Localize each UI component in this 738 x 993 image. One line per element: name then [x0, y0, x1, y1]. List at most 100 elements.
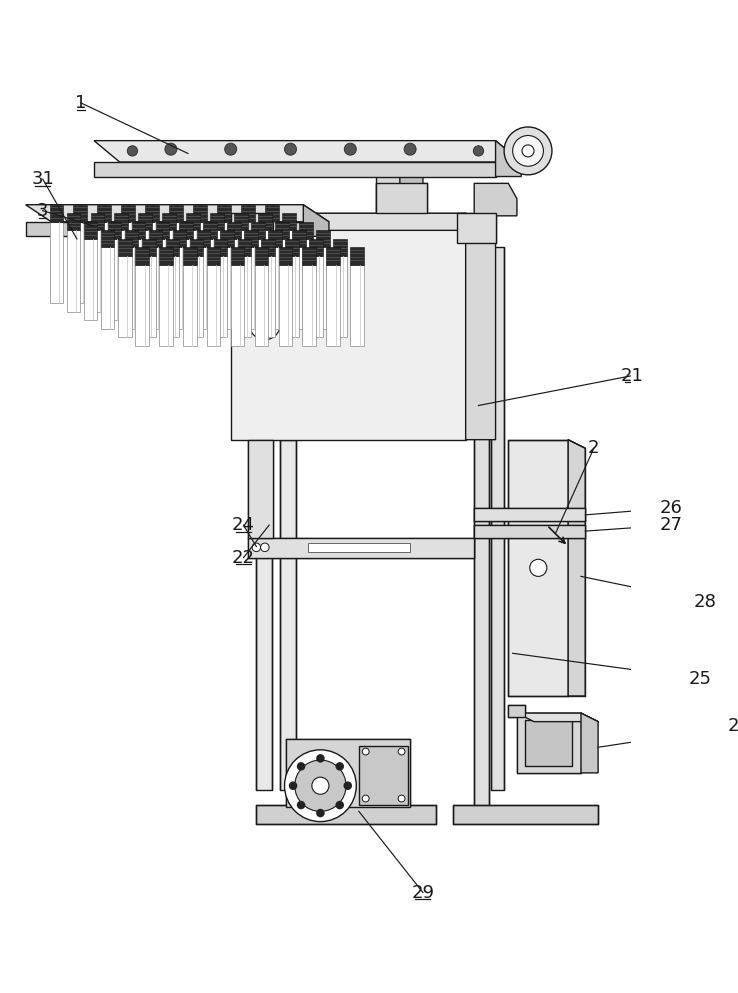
Polygon shape [475, 184, 517, 215]
Polygon shape [131, 239, 145, 320]
Text: 22: 22 [232, 548, 255, 567]
Circle shape [285, 750, 356, 821]
Text: 24: 24 [232, 516, 255, 534]
Polygon shape [227, 239, 241, 320]
Polygon shape [256, 805, 435, 824]
Polygon shape [179, 221, 193, 239]
Polygon shape [316, 247, 330, 329]
Text: 31: 31 [31, 170, 54, 188]
Circle shape [343, 781, 352, 790]
Polygon shape [49, 221, 63, 303]
Polygon shape [255, 247, 269, 264]
Polygon shape [400, 162, 423, 224]
Polygon shape [91, 230, 104, 312]
Polygon shape [258, 213, 272, 230]
Polygon shape [326, 264, 340, 346]
Polygon shape [581, 713, 598, 773]
Polygon shape [258, 230, 272, 312]
Polygon shape [210, 213, 224, 230]
Polygon shape [278, 247, 292, 264]
Polygon shape [114, 230, 128, 312]
Polygon shape [139, 230, 152, 312]
Polygon shape [376, 184, 427, 213]
Polygon shape [238, 256, 251, 338]
Polygon shape [97, 205, 111, 221]
Circle shape [345, 143, 356, 155]
Polygon shape [234, 213, 248, 230]
Circle shape [513, 135, 543, 166]
Polygon shape [74, 221, 87, 303]
Polygon shape [231, 213, 495, 230]
Polygon shape [265, 221, 278, 303]
Polygon shape [204, 221, 217, 239]
Polygon shape [183, 264, 196, 346]
Text: 27: 27 [659, 516, 682, 534]
Polygon shape [159, 247, 173, 264]
Polygon shape [251, 221, 265, 239]
Polygon shape [145, 221, 159, 303]
Circle shape [294, 760, 346, 811]
Polygon shape [121, 221, 135, 303]
Circle shape [336, 800, 344, 809]
Polygon shape [190, 239, 204, 256]
Polygon shape [303, 247, 316, 264]
Circle shape [530, 559, 547, 576]
Polygon shape [135, 247, 148, 264]
Polygon shape [114, 213, 128, 230]
Polygon shape [351, 264, 364, 346]
Polygon shape [196, 230, 210, 247]
Polygon shape [125, 230, 139, 247]
Polygon shape [231, 247, 244, 264]
Polygon shape [292, 247, 306, 329]
Polygon shape [135, 264, 148, 346]
Polygon shape [173, 247, 186, 329]
Polygon shape [292, 230, 306, 247]
Polygon shape [475, 508, 585, 521]
Circle shape [316, 754, 325, 763]
Circle shape [283, 232, 297, 245]
Polygon shape [156, 221, 169, 239]
Polygon shape [148, 247, 162, 329]
Circle shape [285, 143, 297, 155]
Circle shape [252, 543, 261, 551]
Polygon shape [269, 230, 282, 247]
Polygon shape [351, 247, 364, 264]
Polygon shape [275, 239, 289, 320]
Polygon shape [286, 239, 299, 256]
Polygon shape [139, 213, 152, 230]
Polygon shape [159, 264, 173, 346]
Polygon shape [261, 239, 275, 256]
Polygon shape [568, 440, 585, 696]
Polygon shape [241, 205, 255, 221]
Polygon shape [221, 230, 234, 247]
Polygon shape [183, 247, 196, 264]
Polygon shape [118, 239, 131, 256]
Polygon shape [248, 538, 475, 558]
Polygon shape [145, 205, 159, 221]
Polygon shape [244, 230, 258, 247]
Text: 26: 26 [659, 499, 682, 517]
Polygon shape [334, 239, 347, 256]
Text: 1: 1 [75, 94, 87, 112]
Polygon shape [231, 213, 466, 440]
Polygon shape [234, 230, 248, 312]
Polygon shape [186, 230, 200, 312]
Polygon shape [299, 239, 313, 320]
Polygon shape [278, 264, 292, 346]
Polygon shape [256, 440, 272, 790]
Polygon shape [308, 543, 410, 552]
Polygon shape [475, 230, 489, 815]
Polygon shape [131, 221, 145, 239]
Polygon shape [121, 205, 135, 221]
Polygon shape [495, 141, 521, 177]
Polygon shape [217, 221, 231, 303]
Polygon shape [282, 213, 296, 230]
Polygon shape [193, 205, 207, 221]
Polygon shape [101, 247, 114, 329]
Polygon shape [280, 440, 296, 790]
Circle shape [399, 795, 405, 802]
Polygon shape [221, 247, 234, 329]
Polygon shape [213, 256, 227, 338]
Polygon shape [217, 205, 231, 221]
Circle shape [522, 145, 534, 157]
